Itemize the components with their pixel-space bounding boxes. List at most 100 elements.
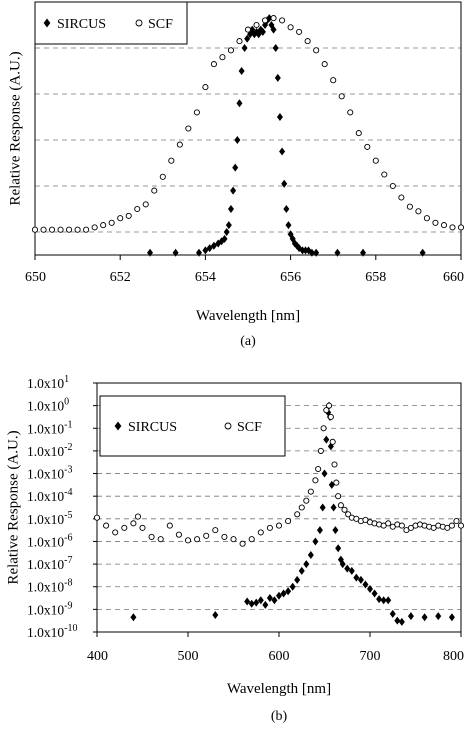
scf-point bbox=[253, 21, 260, 29]
scf-point bbox=[248, 536, 255, 543]
sircus-point bbox=[271, 596, 278, 605]
scf-point bbox=[317, 447, 324, 454]
sircus-point bbox=[448, 613, 455, 622]
scf-point bbox=[212, 527, 219, 534]
sircus-point bbox=[339, 560, 346, 569]
sircus-point bbox=[316, 526, 323, 535]
legend-sircus-marker bbox=[114, 421, 122, 431]
scf-point bbox=[244, 26, 252, 33]
sircus-point bbox=[394, 616, 401, 625]
scf-point bbox=[304, 38, 311, 45]
sircus-point bbox=[285, 221, 292, 230]
sircus-point bbox=[289, 582, 296, 591]
sircus-point bbox=[357, 575, 364, 584]
y-tick-label: 1.0x10-10 bbox=[27, 623, 77, 640]
scf-point bbox=[347, 109, 354, 116]
scf-point bbox=[184, 537, 192, 544]
y-tick-mantissa: 1.0x10 bbox=[27, 557, 64, 572]
x-axis-title: Wavelength [nm] bbox=[196, 308, 300, 324]
scf-point bbox=[298, 504, 305, 511]
scf-point bbox=[296, 28, 303, 35]
scf-point bbox=[270, 15, 277, 22]
sircus-point bbox=[241, 44, 248, 52]
scf-point bbox=[194, 536, 201, 543]
y-tick-exponent: 0 bbox=[64, 397, 69, 408]
chart-panel-b: 400 500 600 700 800 Wavelength [nm] (b) Relativ… bbox=[5, 374, 465, 724]
scf-point bbox=[236, 38, 243, 45]
scf-point bbox=[457, 224, 465, 231]
sircus-point bbox=[253, 598, 260, 607]
sircus-point bbox=[274, 73, 281, 82]
sircus-point bbox=[313, 248, 320, 257]
y-axis: 1.0x1011.0x1001.0x10-11.0x10-21.0x10-31.… bbox=[27, 374, 97, 640]
scf-point bbox=[423, 215, 430, 222]
scf-point bbox=[381, 171, 388, 178]
scf-point bbox=[327, 413, 334, 421]
scf-point bbox=[66, 226, 73, 233]
y-tick-exponent: -1 bbox=[64, 419, 72, 430]
scf-point bbox=[210, 61, 217, 68]
sircus-point bbox=[221, 234, 228, 243]
sircus-point bbox=[172, 248, 179, 257]
scf-point bbox=[108, 219, 115, 226]
x-tick-label: 700 bbox=[360, 649, 381, 664]
sircus-point bbox=[238, 67, 245, 75]
legend-box bbox=[34, 1, 188, 45]
y-tick-mantissa: 1.0x10 bbox=[27, 602, 64, 617]
sircus-point bbox=[344, 564, 351, 573]
y-tick-exponent: -2 bbox=[64, 442, 72, 453]
scf-point bbox=[321, 61, 328, 68]
scf-point bbox=[157, 536, 164, 543]
sircus-point bbox=[389, 609, 396, 618]
sircus-point bbox=[244, 597, 251, 606]
scf-point bbox=[406, 203, 413, 210]
y-tick-mantissa: 1.0x10 bbox=[27, 376, 64, 391]
y-tick-exponent: -7 bbox=[64, 555, 72, 566]
sircus-point bbox=[147, 248, 154, 257]
x-tick-label: 400 bbox=[87, 649, 108, 664]
sircus-point bbox=[330, 503, 337, 512]
x-axis: 650 652 654 656 658 660 bbox=[25, 255, 464, 285]
scf-point bbox=[48, 226, 56, 233]
scf-point bbox=[125, 212, 132, 219]
y-tick-label: 1.0x10-1 bbox=[27, 419, 72, 436]
x-tick-label: 654 bbox=[195, 270, 216, 285]
scf-point bbox=[100, 222, 107, 229]
scf-point bbox=[313, 47, 320, 54]
scf-point bbox=[57, 226, 64, 233]
y-tick-label: 1.0x101 bbox=[27, 374, 69, 391]
legend-sircus-label: SIRCUS bbox=[57, 17, 106, 32]
y-tick-label: 1.0x100 bbox=[27, 397, 69, 414]
y-tick-mantissa: 1.0x10 bbox=[27, 444, 64, 459]
scf-point bbox=[440, 222, 448, 229]
sircus-point bbox=[435, 612, 442, 621]
sircus-point bbox=[335, 544, 342, 553]
sircus-point bbox=[251, 30, 258, 39]
sircus-point bbox=[234, 136, 241, 144]
gridlines bbox=[35, 47, 461, 233]
sircus-point bbox=[319, 503, 326, 512]
scf-point bbox=[294, 511, 301, 518]
sircus-point bbox=[376, 595, 383, 604]
sircus-point bbox=[312, 537, 319, 546]
sircus-point bbox=[223, 228, 230, 236]
scf-point bbox=[230, 536, 237, 543]
scf-point bbox=[389, 182, 396, 190]
scf-point bbox=[168, 157, 175, 164]
scf-point bbox=[175, 531, 182, 538]
y-tick-label: 1.0x10-7 bbox=[27, 555, 72, 572]
y-tick-mantissa: 1.0x10 bbox=[27, 580, 64, 595]
y-tick-exponent: -6 bbox=[64, 532, 72, 543]
x-tick-label: 656 bbox=[280, 270, 301, 285]
scf-point bbox=[40, 226, 47, 233]
x-tick-label: 660 bbox=[443, 270, 464, 285]
sircus-point bbox=[360, 248, 367, 257]
sircus-point bbox=[367, 584, 373, 593]
sircus-point bbox=[266, 594, 273, 603]
x-tick-label: 652 bbox=[110, 270, 131, 285]
sircus-point bbox=[380, 596, 387, 605]
sircus-point bbox=[225, 221, 232, 230]
sircus-point bbox=[348, 566, 355, 575]
sircus-point bbox=[257, 596, 264, 605]
sircus-point bbox=[280, 589, 287, 598]
